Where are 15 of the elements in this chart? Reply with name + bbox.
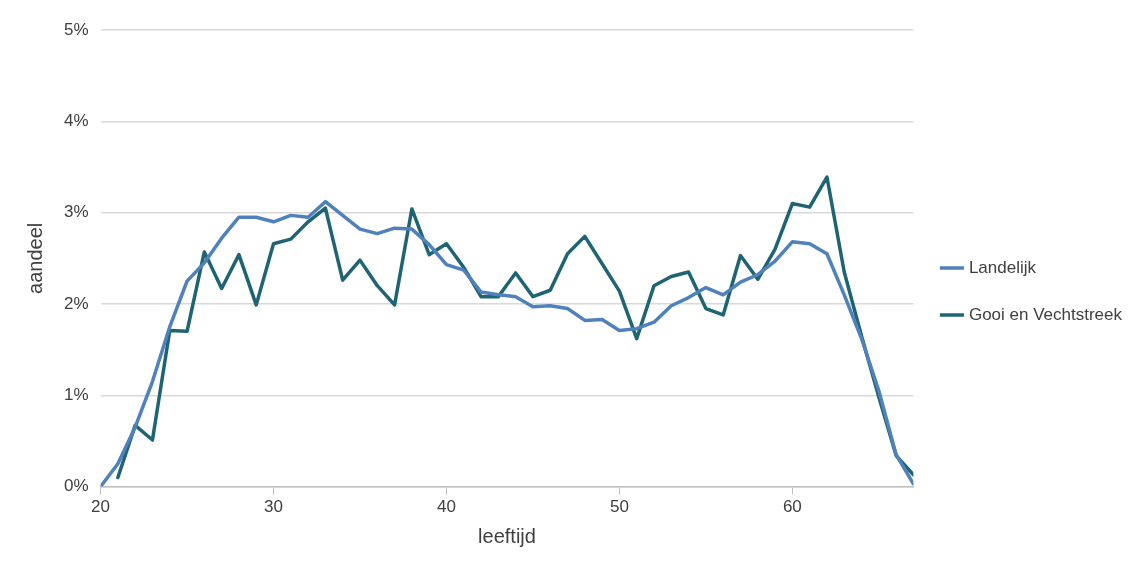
y-tick-label: 5%: [63, 19, 89, 39]
legend-label: Landelijk: [968, 257, 1037, 277]
x-axis-title: leeftijd: [478, 524, 536, 547]
x-tick-label: 60: [782, 497, 802, 517]
y-tick-label: 3%: [63, 202, 89, 222]
y-tick-label: 1%: [63, 384, 89, 404]
x-tick-label: 50: [609, 497, 629, 517]
x-tick-label: 20: [91, 497, 111, 517]
x-tick-label: 40: [437, 497, 456, 517]
y-tick-label: 4%: [63, 111, 89, 131]
y-tick-label: 2%: [63, 293, 89, 313]
y-tick-label: 0%: [63, 476, 89, 496]
legend-label: Gooi en Vechtstreek: [968, 304, 1123, 324]
y-axis-title: aandeel: [23, 222, 46, 294]
x-tick-label: 30: [264, 497, 283, 517]
